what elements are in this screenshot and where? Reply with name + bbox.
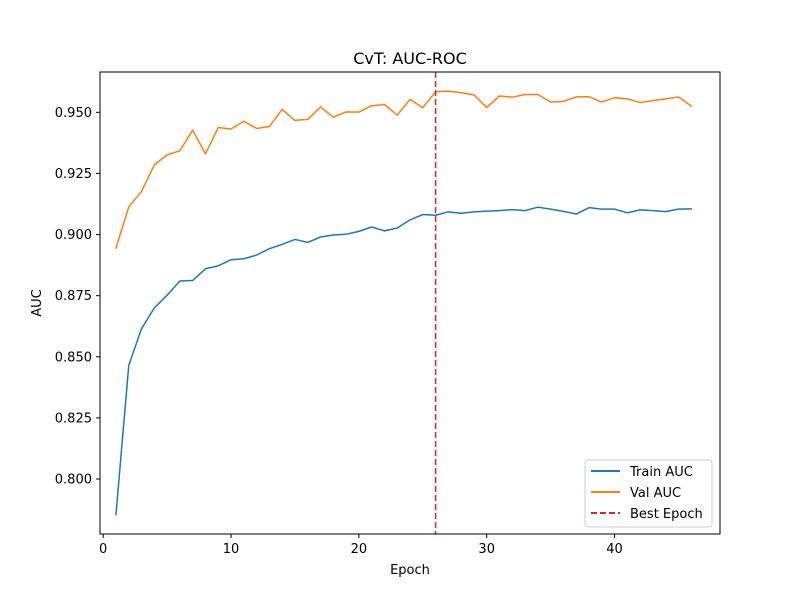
y-tick-label: 0.900 — [55, 228, 92, 243]
x-tick-label: 10 — [223, 542, 240, 557]
legend-label-val-auc: Val AUC — [630, 486, 681, 501]
plot-content — [115, 72, 693, 534]
legend: Train AUC Val AUC Best Epoch — [584, 459, 713, 528]
y-tick-label: 0.825 — [55, 411, 92, 426]
y-tick-label: 0.850 — [55, 350, 92, 365]
y-tick-label: 0.800 — [55, 473, 92, 488]
y-axis-label: AUC — [30, 289, 45, 317]
x-tick-label: 20 — [351, 542, 368, 557]
x-tick-label: 30 — [478, 542, 495, 557]
legend-label-train-auc: Train AUC — [629, 465, 693, 480]
legend-box — [584, 459, 713, 528]
chart-title: CvT: AUC-ROC — [353, 49, 467, 68]
y-tick-label: 0.950 — [55, 106, 92, 121]
x-axis-label: Epoch — [390, 563, 430, 578]
series-line-train-auc — [115, 206, 693, 516]
axis-ticks: 0 10 20 30 40 0.800 0.825 0.850 0.875 0.900 0.925 0… — [55, 106, 623, 557]
x-tick-label: 0 — [99, 542, 107, 557]
legend-label-best-epoch: Best Epoch — [630, 507, 703, 522]
y-tick-label: 0.925 — [55, 167, 92, 182]
plot-frame — [99, 71, 721, 535]
y-tick-label: 0.875 — [55, 289, 92, 304]
x-tick-label: 40 — [606, 542, 623, 557]
series-line-val-auc — [115, 90, 693, 249]
